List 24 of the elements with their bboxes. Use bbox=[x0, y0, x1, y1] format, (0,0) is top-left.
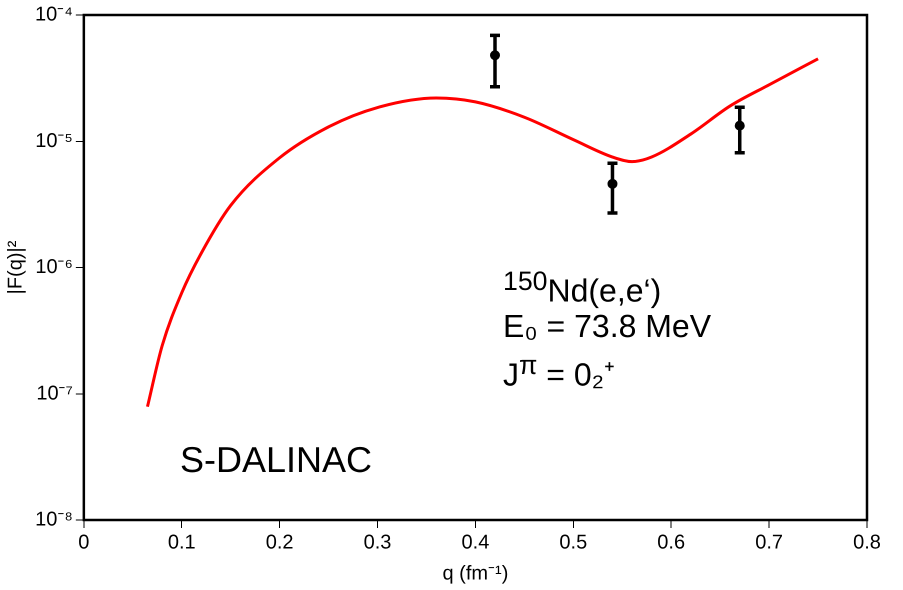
x-tick-label: 0.2 bbox=[266, 532, 294, 554]
x-tick-label: 0.1 bbox=[168, 532, 196, 554]
y-tick-label: 10⁻⁴ bbox=[34, 4, 73, 26]
y-tick-label: 10⁻⁵ bbox=[35, 130, 73, 152]
annotation: $^{150}$Nd(e,e‘) bbox=[503, 265, 662, 310]
y-tick-label: 10⁻⁸ bbox=[35, 508, 73, 531]
y-axis-title: |F(q)|² bbox=[4, 240, 27, 294]
point bbox=[490, 50, 500, 60]
line-series bbox=[146, 57, 820, 408]
x-tick-label: 0.6 bbox=[657, 532, 686, 554]
x-tick-label: 0.7 bbox=[755, 532, 784, 554]
x-axis-title: q (fm⁻¹) bbox=[442, 562, 508, 585]
x-tick-label: 0.8 bbox=[853, 532, 881, 554]
y-tick-label: 10⁻⁶ bbox=[35, 256, 73, 278]
point bbox=[734, 120, 745, 131]
annotation: S-DALINAC bbox=[180, 438, 372, 482]
point bbox=[607, 178, 618, 189]
x-tick-label: 0.5 bbox=[559, 532, 588, 554]
annotation: E₀ = 73.8 MeV bbox=[503, 308, 712, 346]
annotation: J$^{π}$ = 0₂⁺ bbox=[503, 349, 616, 394]
y-tick-label: 10⁻⁷ bbox=[36, 382, 73, 404]
x-tick-label: 0.4 bbox=[462, 532, 490, 554]
x-tick-label: 0 bbox=[78, 532, 90, 554]
x-tick-label: 0.3 bbox=[364, 532, 392, 554]
